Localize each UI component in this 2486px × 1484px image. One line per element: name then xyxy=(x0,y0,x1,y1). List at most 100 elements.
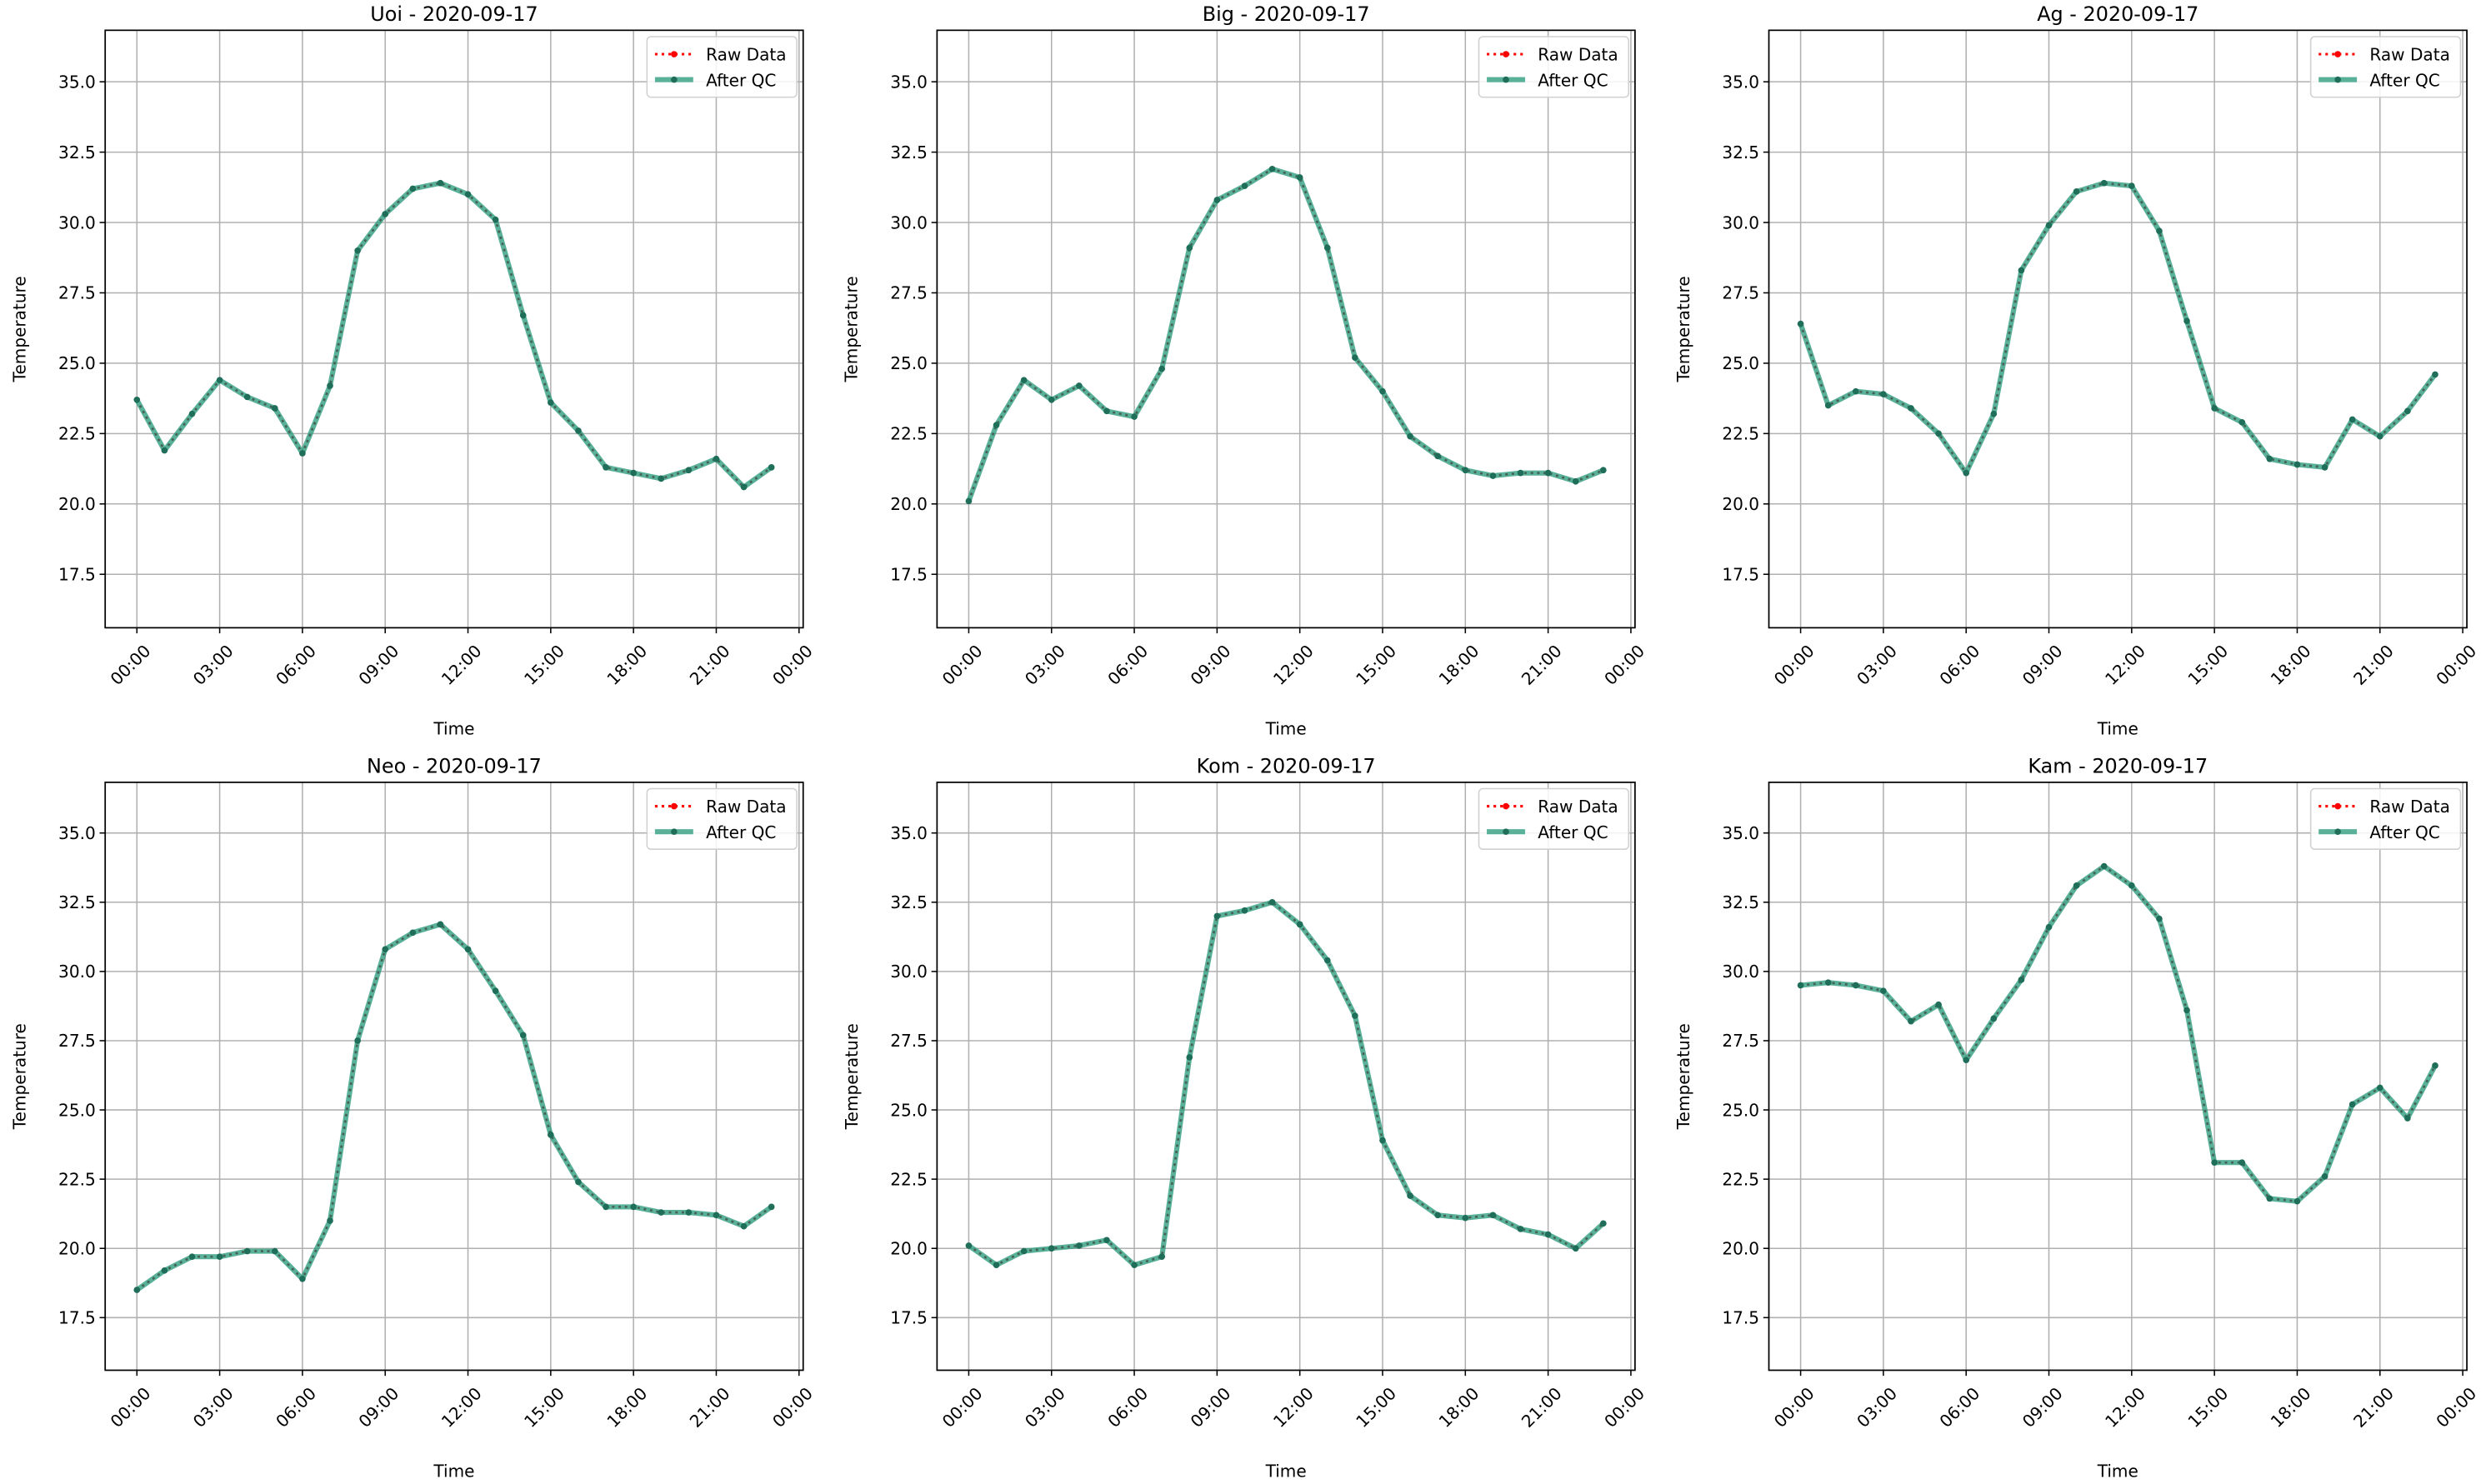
x-tick-label: 15:00 xyxy=(1352,1383,1400,1432)
axes-frame xyxy=(936,782,1636,1372)
x-tick-label: 00:00 xyxy=(1600,641,1648,689)
axes-frame xyxy=(1768,782,2468,1372)
after-qc-point xyxy=(464,191,472,198)
after-qc-point xyxy=(1462,467,1469,474)
y-tick-label: 27.5 xyxy=(1722,283,1759,303)
after-qc-point xyxy=(2432,371,2438,378)
after-qc-line xyxy=(1800,863,2438,1204)
x-tick-label: 00:00 xyxy=(2432,641,2480,689)
y-tick-label: 30.0 xyxy=(890,962,928,982)
after-qc-point xyxy=(271,405,278,412)
x-tick-label: 12:00 xyxy=(2101,641,2149,689)
legend: Raw Data After QC xyxy=(2309,787,2462,850)
axes-frame xyxy=(1768,29,2468,629)
raw-data-line xyxy=(968,167,1604,502)
subplot-title: Ag - 2020-09-17 xyxy=(2037,2,2198,26)
after-qc-point xyxy=(1268,898,1276,906)
after-qc-line xyxy=(134,180,773,490)
after-qc-point xyxy=(2376,432,2383,440)
after-qc-point xyxy=(1186,1054,1193,1061)
x-tick-label: 21:00 xyxy=(2349,1383,2398,1432)
raw-data-line xyxy=(1799,182,2437,476)
after-qc-point xyxy=(2045,222,2053,229)
legend-qc-marker xyxy=(1503,828,1509,835)
after-qc-point xyxy=(2045,923,2053,931)
y-tick-label: 27.5 xyxy=(890,283,928,303)
after-qc-point xyxy=(1103,1237,1110,1244)
after-qc-point xyxy=(2156,915,2163,922)
x-tick-label: 12:00 xyxy=(1269,1383,1318,1432)
after-qc-point xyxy=(409,185,417,192)
after-qc-overlay xyxy=(136,182,773,489)
y-tick-label: 20.0 xyxy=(890,494,928,514)
after-qc-point xyxy=(492,987,499,994)
after-qc-point xyxy=(740,1222,748,1230)
after-qc-point xyxy=(2376,1084,2383,1092)
y-tick-label: 17.5 xyxy=(1722,1308,1759,1328)
y-tick-label: 25.0 xyxy=(1722,1100,1759,1120)
after-qc-point xyxy=(630,1203,637,1211)
legend-raw-label: Raw Data xyxy=(2369,797,2449,817)
legend-qc-marker xyxy=(671,76,678,83)
after-qc-overlay xyxy=(1800,865,2436,1202)
y-tick-label: 30.0 xyxy=(1722,212,1759,232)
after-qc-point xyxy=(382,211,389,217)
after-qc-point xyxy=(1268,166,1276,172)
after-qc-point xyxy=(1241,182,1248,189)
y-tick-label: 17.5 xyxy=(890,564,928,584)
y-tick-label: 25.0 xyxy=(1722,353,1759,373)
y-tick-label: 25.0 xyxy=(58,1100,96,1120)
after-qc-point xyxy=(1908,1017,1914,1025)
x-tick-label: 18:00 xyxy=(603,641,651,689)
after-qc-point xyxy=(1103,407,1110,415)
x-tick-label: 09:00 xyxy=(354,641,403,689)
after-qc-point xyxy=(1296,174,1303,181)
x-axis-label: Time xyxy=(433,1462,474,1482)
x-tick-label: 15:00 xyxy=(2183,1383,2232,1432)
x-tick-label: 06:00 xyxy=(272,1383,320,1432)
after-qc-point xyxy=(1213,912,1221,920)
subplot-kam: 00:00 03:00 06:00 09:00 12:00 15:00 18:00 21:00… xyxy=(1673,754,2480,1481)
raw-data-line xyxy=(136,922,773,1292)
after-qc-point xyxy=(216,377,223,383)
after-qc-point xyxy=(1880,987,1887,994)
after-qc-point xyxy=(2073,882,2080,889)
y-tick-label: 30.0 xyxy=(58,962,96,982)
after-qc-point xyxy=(1131,1262,1138,1268)
y-tick-label: 20.0 xyxy=(58,1239,96,1259)
after-qc-point xyxy=(1323,957,1331,964)
after-qc-point xyxy=(271,1247,278,1255)
after-qc-point xyxy=(2348,1101,2356,1108)
x-tick-label: 12:00 xyxy=(438,641,486,689)
after-qc-point xyxy=(382,946,389,953)
y-tick-label: 20.0 xyxy=(1722,1239,1759,1259)
x-axis-label: Time xyxy=(1265,719,1307,739)
y-tick-label: 20.0 xyxy=(58,494,96,514)
after-qc-point xyxy=(965,497,973,505)
subplot-title: Kam - 2020-09-17 xyxy=(2028,754,2208,777)
after-qc-point xyxy=(2321,1172,2328,1180)
after-qc-point xyxy=(2266,455,2273,462)
after-qc-point xyxy=(1797,982,1804,989)
y-tick-label: 25.0 xyxy=(890,353,928,373)
after-qc-point xyxy=(1407,432,1413,440)
subplot-neo: 00:00 03:00 06:00 09:00 12:00 15:00 18:00 21:00… xyxy=(10,754,817,1481)
after-qc-point xyxy=(658,1209,665,1216)
x-tick-label: 03:00 xyxy=(1853,1383,1901,1432)
after-qc-point xyxy=(354,247,361,254)
legend-raw-marker xyxy=(671,51,678,57)
after-qc-point xyxy=(1824,402,1832,409)
after-qc-point xyxy=(1600,467,1607,474)
x-tick-label: 06:00 xyxy=(1935,641,1983,689)
y-tick-label: 32.5 xyxy=(890,142,928,162)
x-tick-label: 03:00 xyxy=(1853,641,1901,689)
after-qc-point xyxy=(2404,1115,2411,1122)
legend-raw-marker xyxy=(671,802,678,810)
subplot-title: Big - 2020-09-17 xyxy=(1203,2,1370,26)
after-qc-line xyxy=(966,166,1604,502)
after-qc-point xyxy=(1852,982,1859,989)
x-axis-label: Time xyxy=(2097,1462,2138,1482)
x-tick-label: 09:00 xyxy=(354,1383,403,1432)
y-tick-label: 17.5 xyxy=(1722,564,1759,584)
after-qc-point xyxy=(1379,1137,1386,1144)
